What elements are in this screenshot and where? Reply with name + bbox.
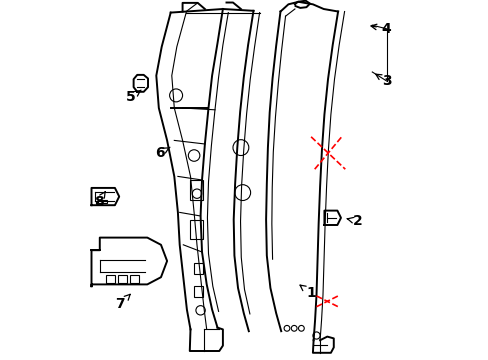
Text: 2: 2 (346, 215, 362, 228)
Bar (194, 263, 203, 274)
Bar (194, 286, 203, 297)
Text: 4: 4 (370, 22, 391, 36)
Text: 1: 1 (300, 285, 315, 300)
Bar (106, 275, 115, 283)
Bar (118, 275, 126, 283)
Bar (98, 200, 106, 203)
Text: 7: 7 (115, 294, 130, 311)
Text: 6: 6 (155, 146, 169, 160)
Text: 5: 5 (126, 90, 141, 104)
Bar (129, 275, 139, 283)
Text: 3: 3 (375, 74, 391, 88)
Text: 8: 8 (94, 192, 105, 208)
Bar (189, 220, 203, 239)
Bar (189, 180, 203, 200)
